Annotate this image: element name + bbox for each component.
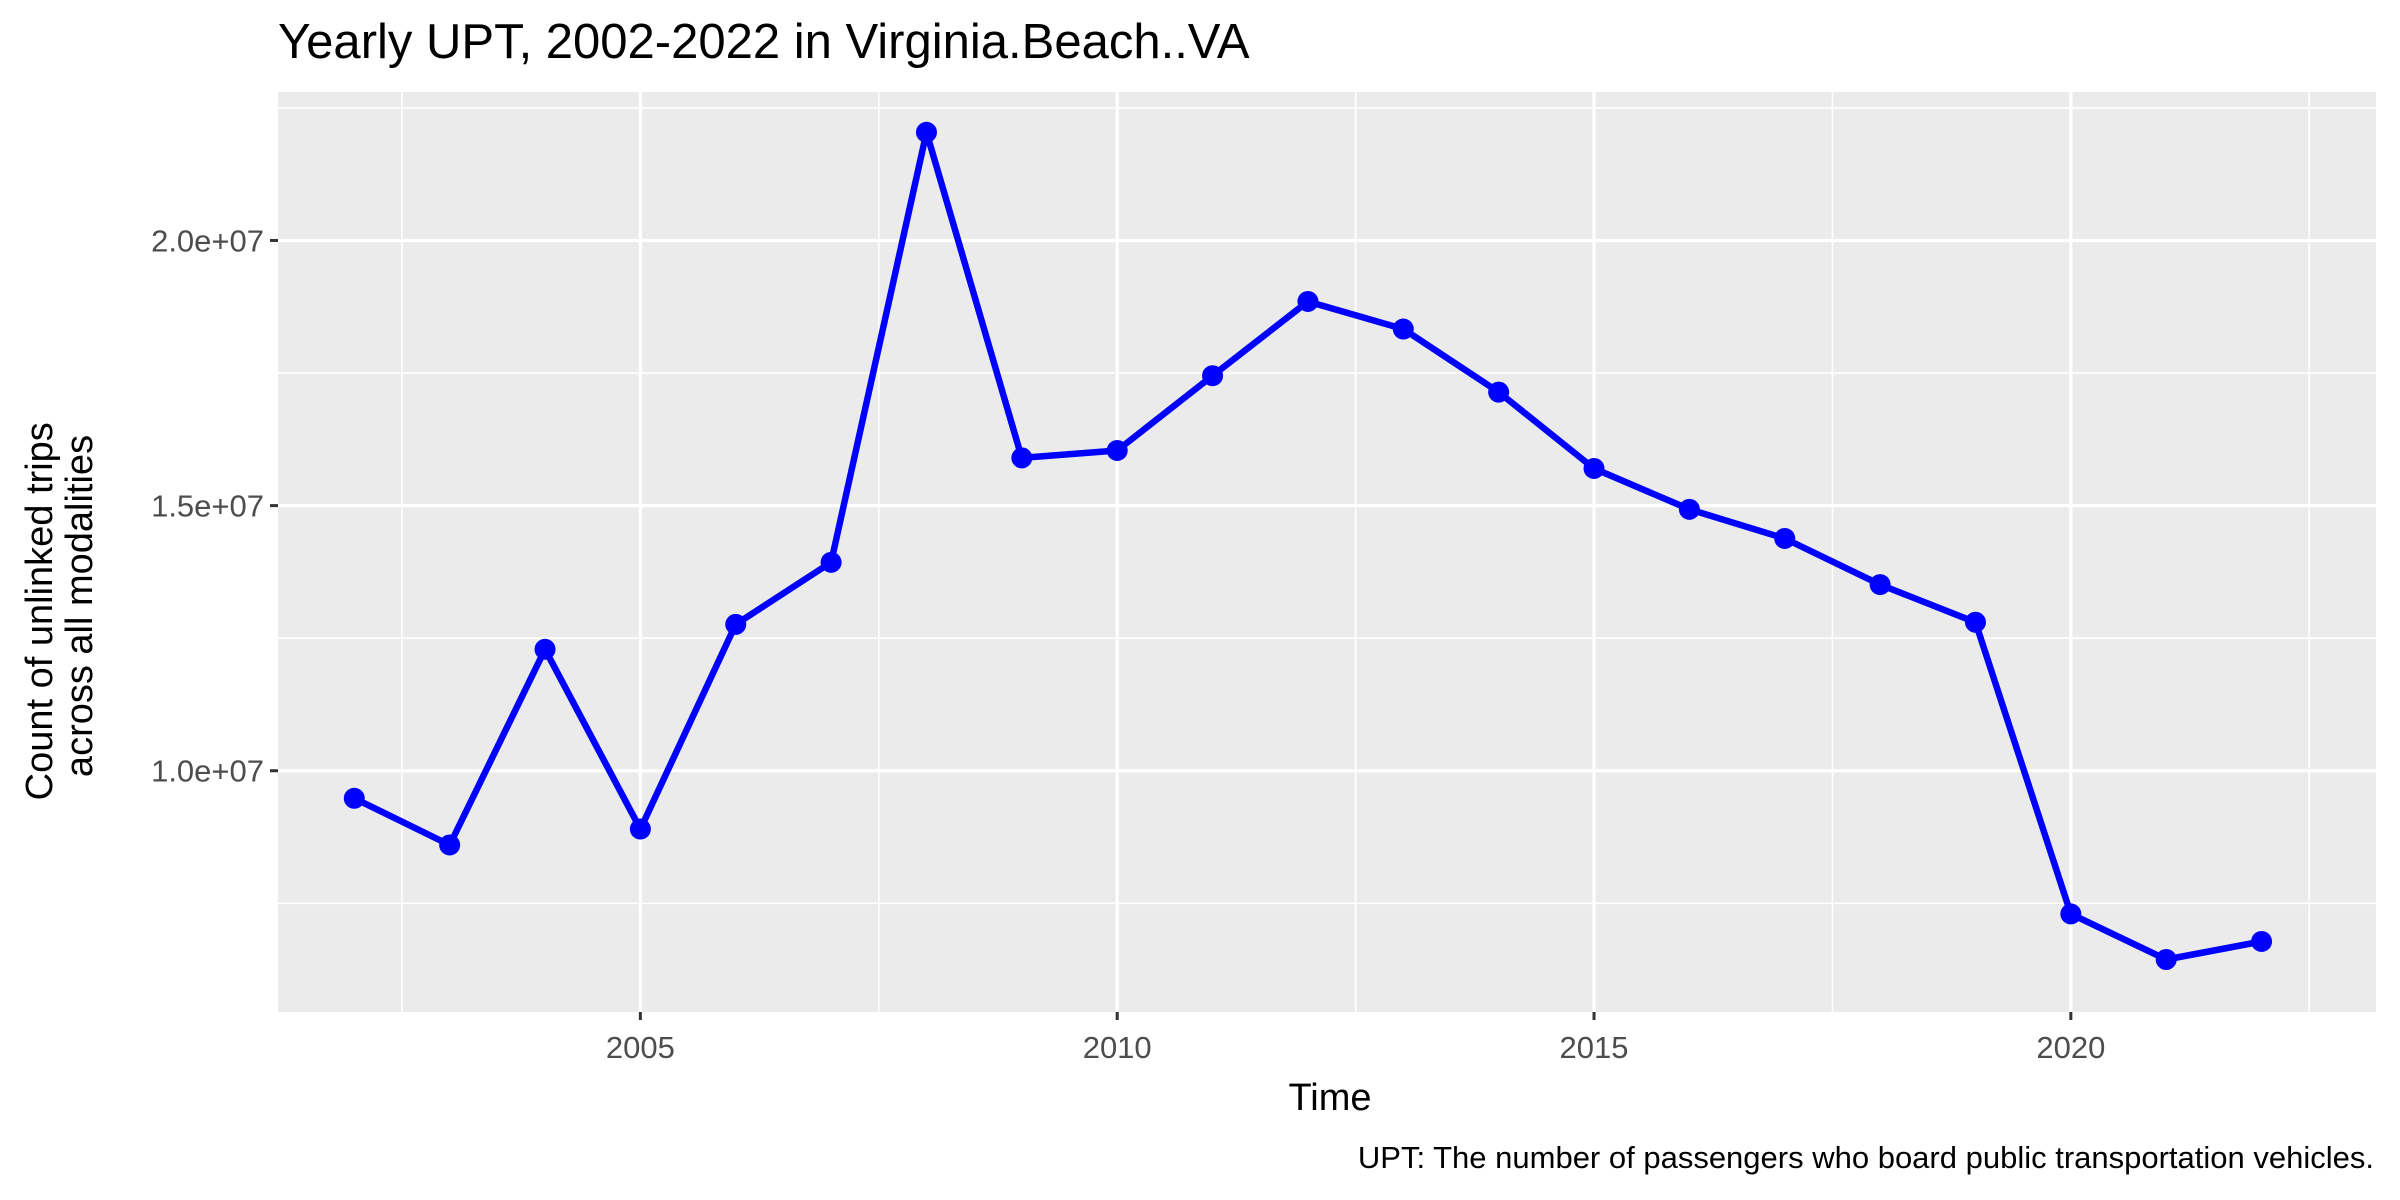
y-axis: 1.0e+07 1.5e+07 2.0e+07 — [151, 223, 278, 789]
data-point — [534, 638, 556, 660]
data-point — [1297, 290, 1319, 312]
data-point — [1488, 381, 1510, 403]
data-point — [629, 818, 651, 840]
minor-gridlines — [278, 92, 2376, 1012]
chart-caption: UPT: The number of passengers who board … — [1358, 1140, 2374, 1175]
y-tick-label: 1.5e+07 — [151, 489, 264, 524]
x-axis-title: Time — [1288, 1077, 1371, 1119]
chart-title: Yearly UPT, 2002-2022 in Virginia.Beach.… — [278, 15, 1250, 69]
x-tick-label: 2010 — [1083, 1030, 1152, 1065]
y-axis-title: Count of unlinked trips across all modal… — [19, 412, 101, 801]
data-point — [1678, 498, 1700, 520]
data-point — [2155, 949, 2177, 971]
x-axis: 2005 2010 2015 2020 — [606, 1012, 2105, 1065]
y-axis-title-line-1: Count of unlinked trips — [19, 422, 61, 800]
data-point — [820, 551, 842, 573]
series-layer — [343, 121, 2273, 971]
y-tick-label: 1.0e+07 — [151, 754, 264, 789]
data-point — [915, 121, 937, 143]
data-point — [1583, 457, 1605, 479]
data-point — [1869, 574, 1891, 596]
x-tick-label: 2020 — [2036, 1030, 2105, 1065]
data-point — [1011, 447, 1033, 469]
data-point — [439, 834, 461, 856]
data-point — [1106, 439, 1128, 461]
data-point — [2251, 930, 2273, 952]
data-point — [2060, 903, 2082, 925]
data-point — [1202, 365, 1224, 387]
data-point — [343, 787, 365, 809]
data-point — [1392, 318, 1414, 340]
y-tick-label: 2.0e+07 — [151, 223, 264, 258]
x-tick-label: 2015 — [1560, 1030, 1629, 1065]
plot-panel — [278, 92, 2376, 1012]
data-point — [1774, 527, 1796, 549]
data-point — [1964, 611, 1986, 633]
x-tick-label: 2005 — [606, 1030, 675, 1065]
data-point — [725, 613, 747, 635]
y-axis-title-line-2: across all modalities — [59, 435, 101, 777]
